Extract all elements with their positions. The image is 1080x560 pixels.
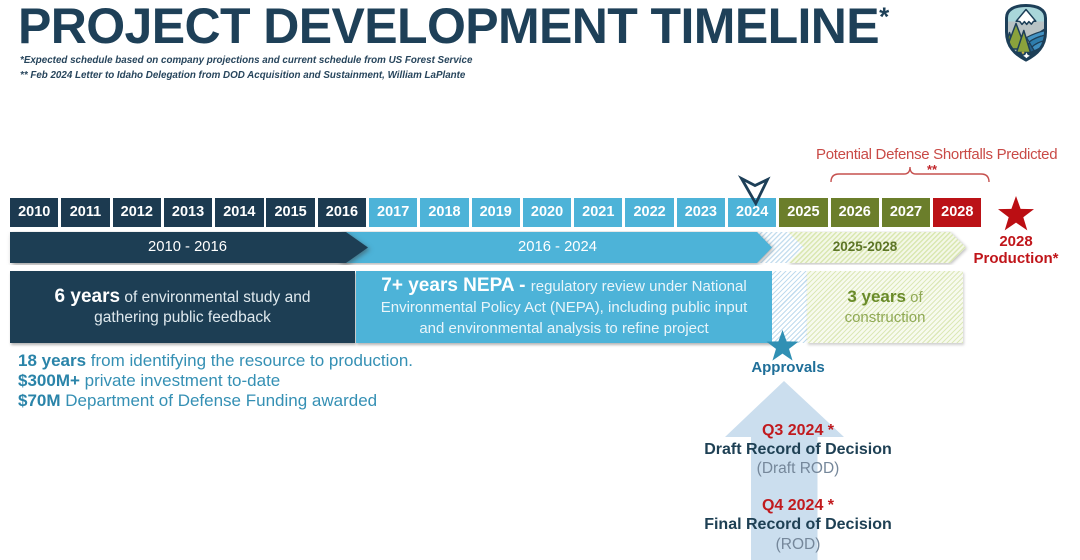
svg-text:**: ** — [927, 163, 938, 177]
